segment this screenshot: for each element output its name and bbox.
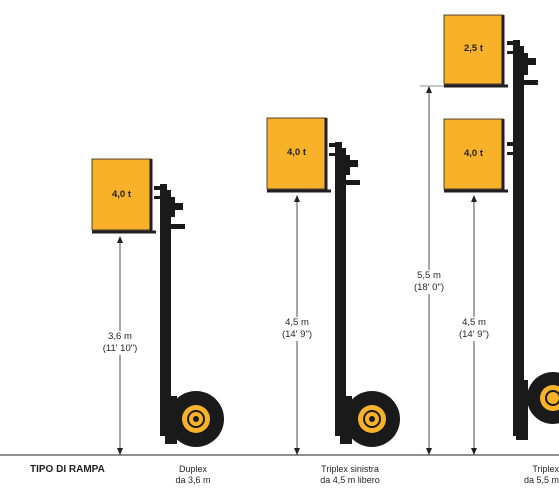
forklift-triplex-5-5 <box>420 14 559 455</box>
forklift-duplex <box>91 158 224 455</box>
caption-line: da 4,5 m libero <box>320 475 380 485</box>
height-label: 3,6 m (11' 10") <box>95 331 145 355</box>
mast <box>160 184 167 436</box>
height-metric: 4,5 m <box>285 317 309 328</box>
height-label-outer: 5,5 m (18' 0") <box>404 270 454 294</box>
height-imperial: (14' 9") <box>458 329 489 340</box>
load-label: 4,0 t <box>111 189 131 200</box>
mast <box>513 40 520 436</box>
load-box <box>91 158 152 231</box>
caption-line: Triplex <box>532 464 559 474</box>
height-label-inner: 4,5 m (14' 9") <box>449 317 499 341</box>
mast-type-heading: TIPO DI RAMPA <box>30 464 105 475</box>
caption-line: da 5,5 m <box>523 475 559 485</box>
mast <box>335 142 342 436</box>
load-box <box>266 117 327 190</box>
load-label-lower: 4,0 t <box>463 148 483 159</box>
wheel <box>165 391 224 447</box>
height-imperial: (18' 0") <box>413 282 444 293</box>
height-label: 4,5 m (14' 9") <box>272 317 322 341</box>
height-metric: 3,6 m <box>108 331 132 342</box>
caption-line: Duplex <box>178 464 207 474</box>
load-label-upper: 2,5 t <box>463 43 483 54</box>
caption-line: Triplex sinistra <box>321 464 379 474</box>
forklift-triplex-left <box>266 117 400 455</box>
caption-line: da 3,6 m <box>175 475 211 485</box>
caption-triplex: Triplex da 5,5 m <box>509 464 559 486</box>
height-imperial: (14' 9") <box>281 329 312 340</box>
height-metric: 5,5 m <box>417 270 441 281</box>
height-imperial: (11' 10") <box>102 343 138 354</box>
load-label: 4,0 t <box>286 147 306 158</box>
caption-triplex-left: Triplex sinistra da 4,5 m libero <box>300 464 400 486</box>
height-metric: 4,5 m <box>462 317 486 328</box>
caption-duplex: Duplex da 3,6 m <box>153 464 233 486</box>
wheel <box>340 391 400 447</box>
wheel <box>516 372 559 440</box>
load-box-lower <box>443 118 504 190</box>
